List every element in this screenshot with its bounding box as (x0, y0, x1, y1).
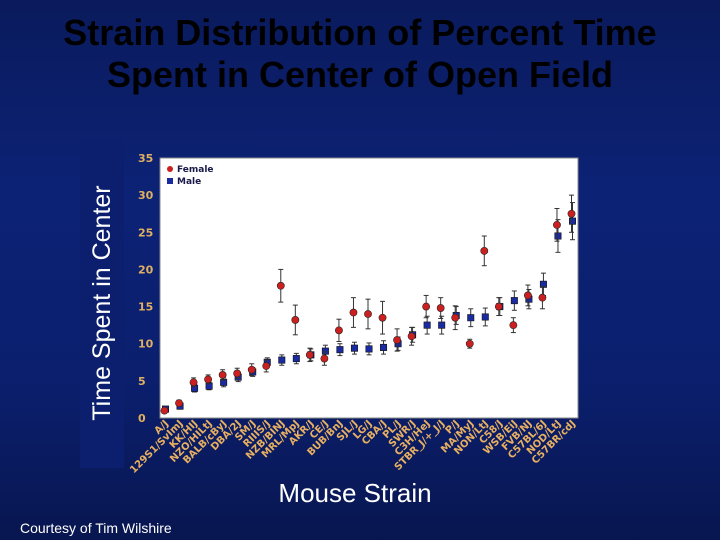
female-point (393, 336, 401, 344)
female-point (305, 350, 314, 359)
male-point (539, 280, 547, 288)
male-point (438, 321, 446, 329)
y-tick-label: 5 (138, 375, 146, 388)
male-point (568, 217, 576, 225)
male-point (510, 297, 518, 305)
legend-male-label: Male (177, 177, 201, 187)
female-point (175, 399, 183, 408)
y-tick-label: 30 (138, 189, 154, 202)
title-line-2: Spent in Center of Open Field (106, 54, 614, 95)
female-point (523, 291, 532, 300)
plot-area (159, 157, 579, 419)
y-tick-label: 35 (138, 152, 153, 165)
y-tick-label: 10 (138, 338, 154, 351)
title-line-1: Strain Distribution of Percent Time (63, 12, 657, 53)
y-tick-label: 15 (138, 301, 153, 314)
female-point (567, 209, 576, 218)
male-point (350, 344, 358, 352)
x-axis-label: Mouse Strain (278, 478, 432, 508)
female-point (160, 406, 169, 415)
male-point (554, 232, 562, 240)
male-point (292, 355, 300, 363)
female-point (422, 302, 431, 311)
female-point (233, 369, 242, 378)
y-tick-label: 25 (138, 226, 153, 239)
female-point (335, 326, 343, 335)
female-point (451, 313, 460, 322)
male-point (481, 313, 489, 321)
female-point (407, 332, 416, 341)
female-point (553, 220, 561, 229)
male-point (321, 347, 329, 355)
male-point (467, 314, 475, 322)
y-axis-label-box: Time Spent in Center (80, 138, 124, 468)
legend-female-label: Female (177, 165, 214, 175)
female-point (291, 316, 300, 324)
female-point (364, 310, 372, 318)
y-tick-label: 0 (138, 412, 146, 425)
female-point (494, 302, 503, 311)
female-point (436, 304, 445, 312)
female-point (480, 246, 489, 255)
female-point (204, 375, 213, 384)
female-point (378, 313, 387, 322)
chart-title: Strain Distribution of Percent Time Spen… (0, 12, 720, 96)
male-point (365, 345, 373, 353)
female-point (247, 365, 256, 374)
legend-female-marker (167, 166, 173, 172)
male-point (220, 378, 228, 386)
y-tick-label: 20 (138, 263, 154, 276)
male-point (336, 346, 344, 354)
female-point (189, 378, 198, 387)
female-point (538, 293, 547, 302)
male-point (423, 321, 431, 329)
courtesy-credit: Courtesy of Tim Wilshire (20, 520, 172, 536)
female-point (320, 354, 329, 363)
female-point (218, 371, 227, 379)
female-point (276, 281, 285, 290)
female-point (349, 308, 358, 317)
female-point (262, 362, 271, 370)
legend-male-marker (167, 178, 173, 184)
female-point (509, 321, 518, 330)
male-point (278, 356, 286, 364)
male-point (380, 343, 388, 351)
female-point (465, 339, 474, 348)
